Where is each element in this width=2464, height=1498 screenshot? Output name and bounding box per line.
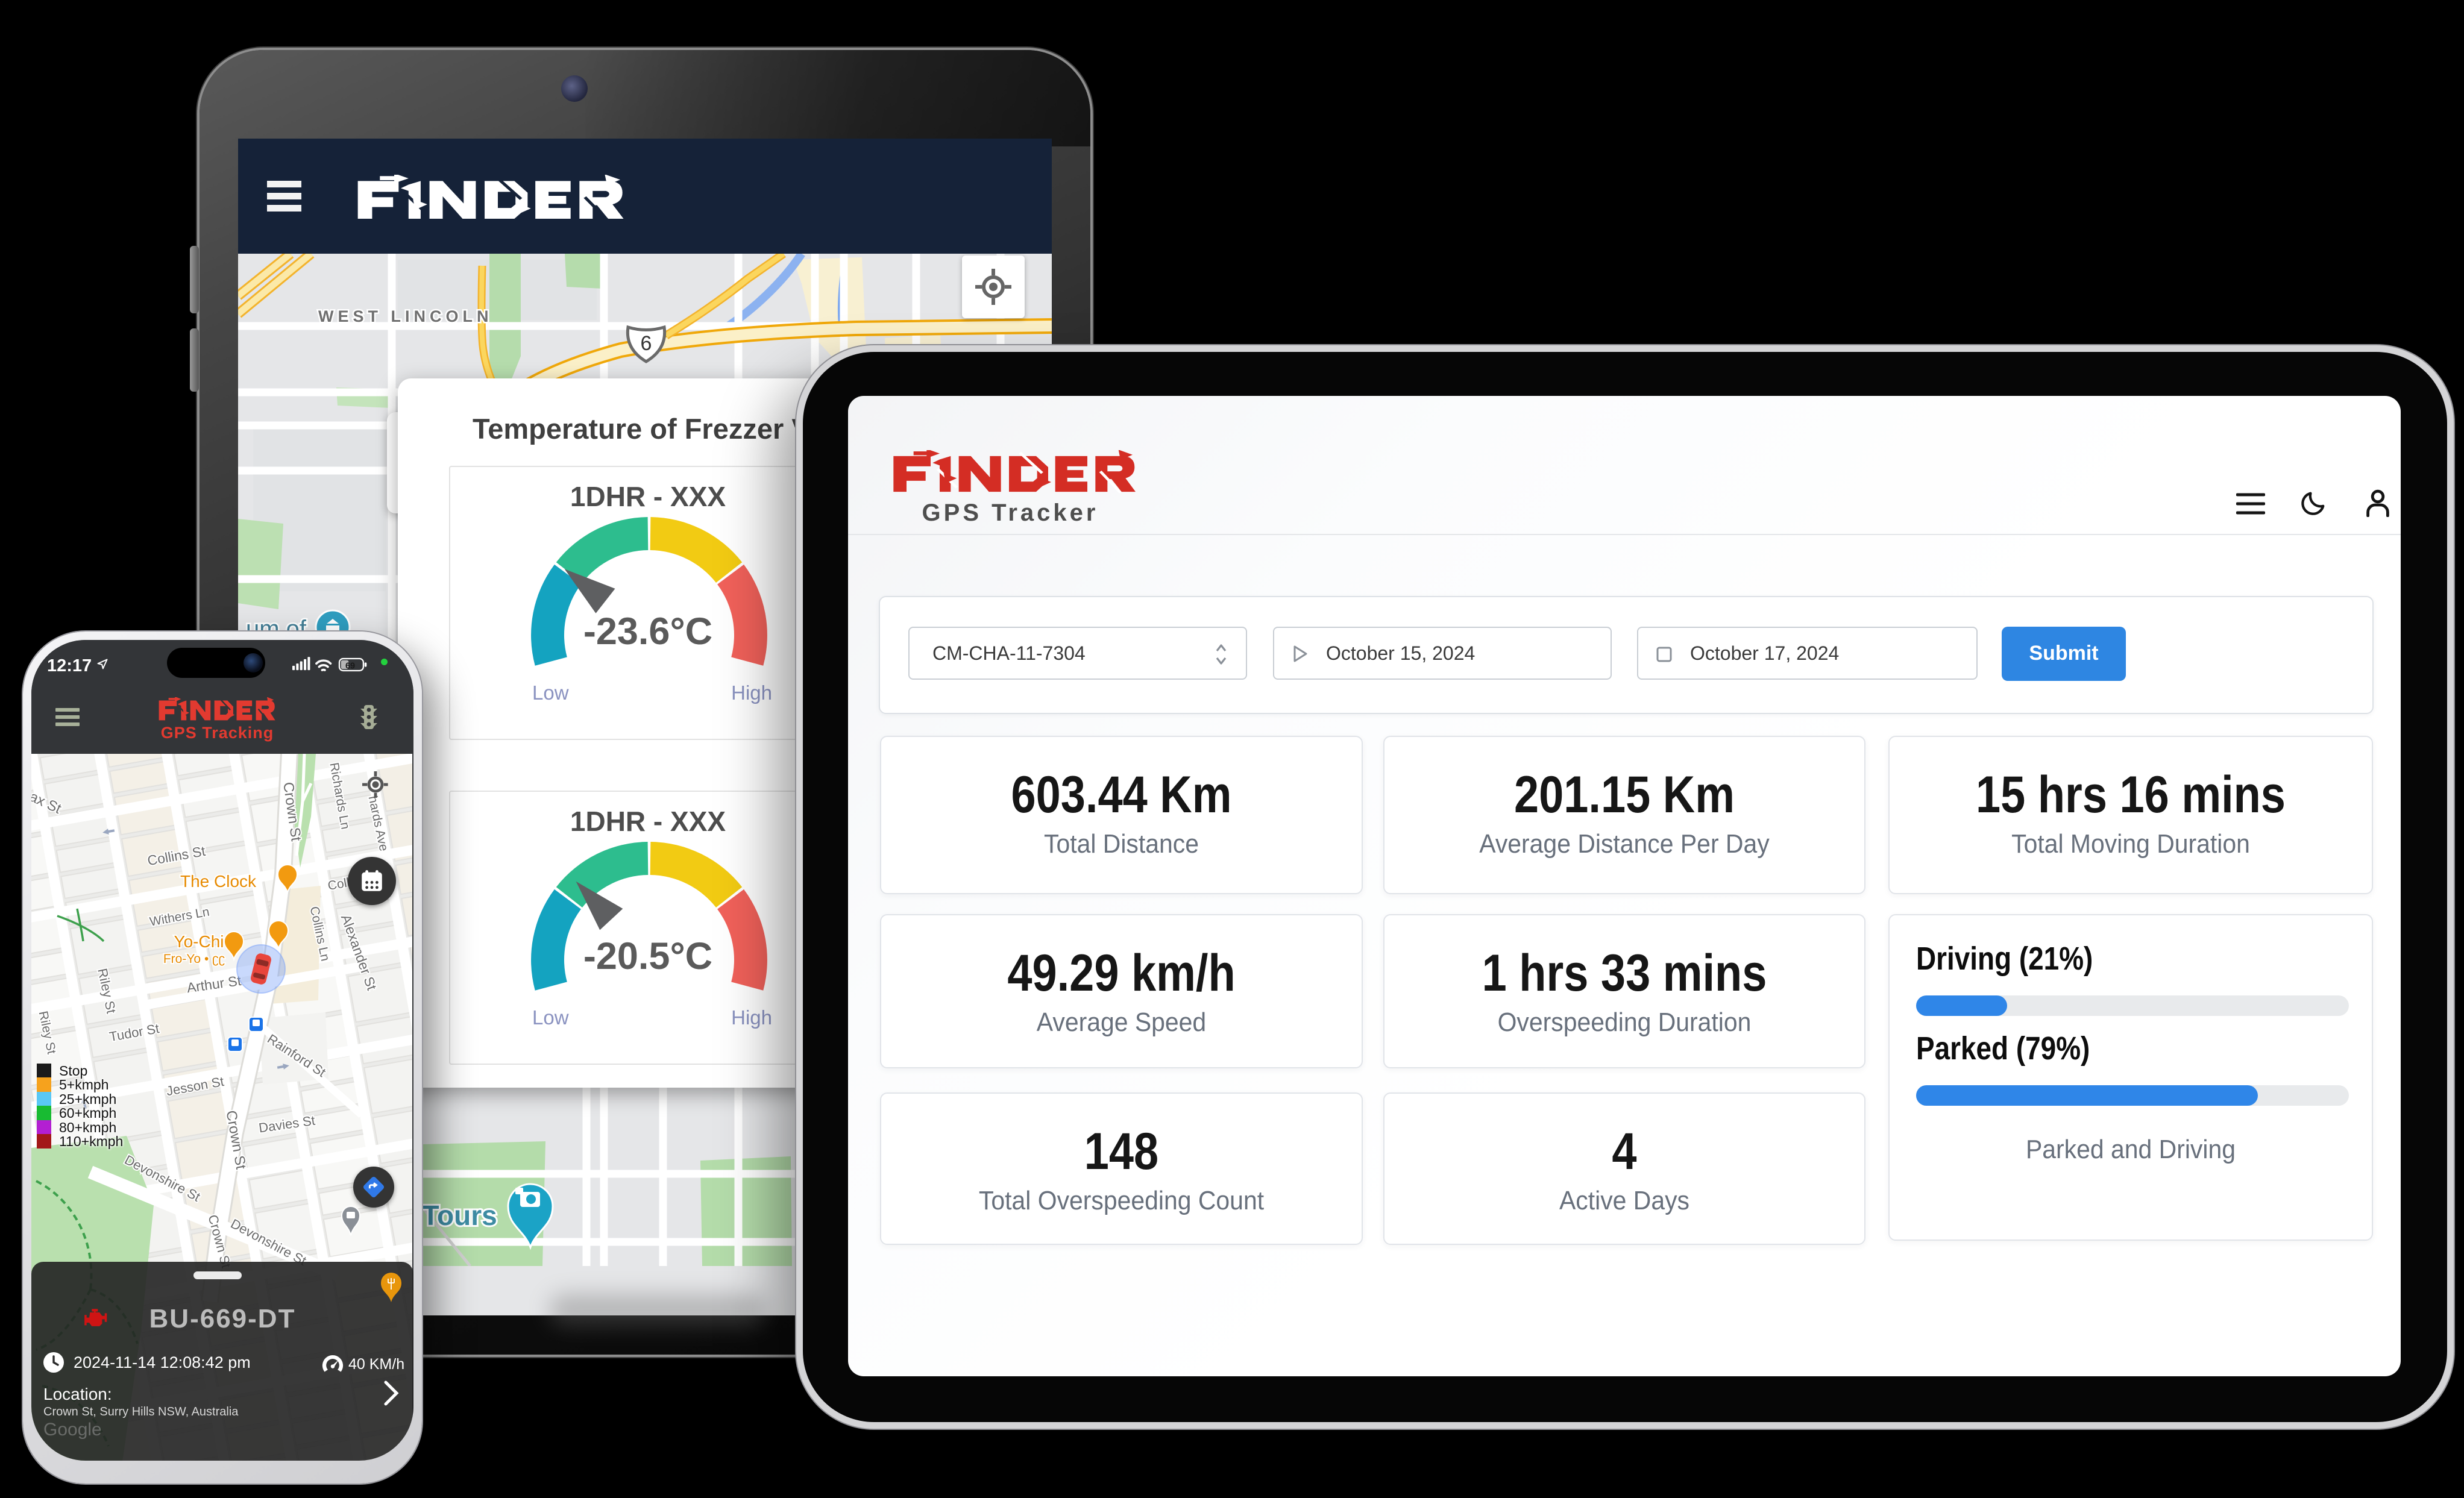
- svg-text:69: 69: [345, 661, 355, 671]
- svg-text:6: 6: [641, 332, 652, 355]
- svg-text:Fro-Yo • ʗʗ: Fro-Yo • ʗʗ: [163, 952, 225, 966]
- svg-text:WEST LINCOLN: WEST LINCOLN: [318, 307, 492, 325]
- svg-text:The Clock: The Clock: [180, 872, 257, 891]
- svg-text:Yo-Chi: Yo-Chi: [174, 932, 224, 951]
